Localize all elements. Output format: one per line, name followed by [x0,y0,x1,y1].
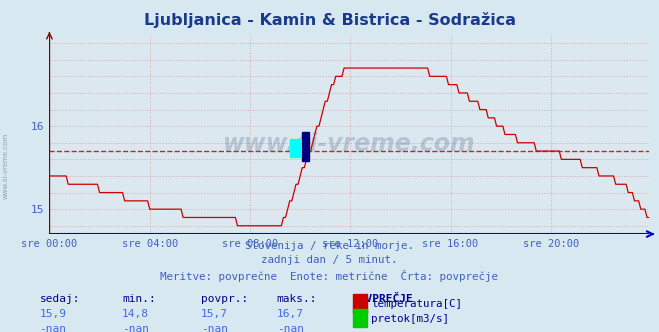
Text: 16,7: 16,7 [277,309,304,319]
Text: Slovenija / reke in morje.: Slovenija / reke in morje. [245,241,414,251]
Text: temperatura[C]: temperatura[C] [371,299,462,309]
Text: 14,8: 14,8 [122,309,149,319]
Text: -nan: -nan [40,324,67,332]
Text: -nan: -nan [201,324,228,332]
Bar [290,139,308,157]
Text: 15,7: 15,7 [201,309,228,319]
Text: povpr.:: povpr.: [201,294,248,304]
Text: maks.:: maks.: [277,294,317,304]
Text: pretok[m3/s]: pretok[m3/s] [371,314,449,324]
Bar [302,132,308,161]
Text: www.si-vreme.com: www.si-vreme.com [2,133,9,199]
Bar [290,139,300,157]
Text: www.si-vreme.com: www.si-vreme.com [223,132,476,156]
Text: -nan: -nan [277,324,304,332]
Text: min.:: min.: [122,294,156,304]
Text: Ljubljanica - Kamin & Bistrica - Sodražica: Ljubljanica - Kamin & Bistrica - Sodraži… [144,12,515,28]
Text: zadnji dan / 5 minut.: zadnji dan / 5 minut. [261,255,398,265]
Text: 15,9: 15,9 [40,309,67,319]
Text: -nan: -nan [122,324,149,332]
Text: POVPREČJE: POVPREČJE [353,294,413,304]
Text: sedaj:: sedaj: [40,294,80,304]
Text: Meritve: povprečne  Enote: metrične  Črta: povprečje: Meritve: povprečne Enote: metrične Črta:… [161,270,498,282]
